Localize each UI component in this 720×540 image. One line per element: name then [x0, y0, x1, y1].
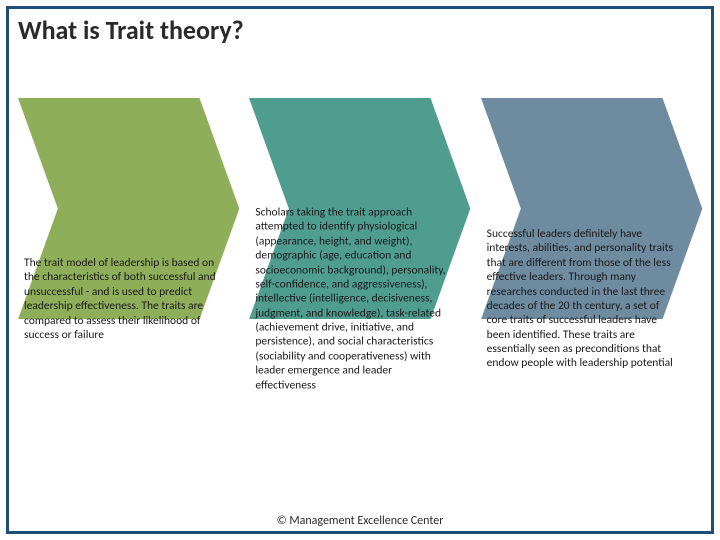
panel-text: Successful leaders definitely have inter…: [487, 227, 680, 371]
panel-3: Successful leaders definitely have inter…: [481, 98, 702, 500]
panels-container: The trait model of leadership is based o…: [18, 98, 702, 500]
panel-2: Scholars taking the trait approach attem…: [249, 98, 470, 500]
panel-1: The trait model of leadership is based o…: [18, 98, 239, 500]
panel-text: The trait model of leadership is based o…: [24, 256, 217, 342]
panel-text: Scholars taking the trait approach attem…: [255, 206, 448, 393]
page-title: What is Trait theory?: [18, 14, 244, 46]
footer-text: © Management Excellence Center: [0, 514, 720, 528]
